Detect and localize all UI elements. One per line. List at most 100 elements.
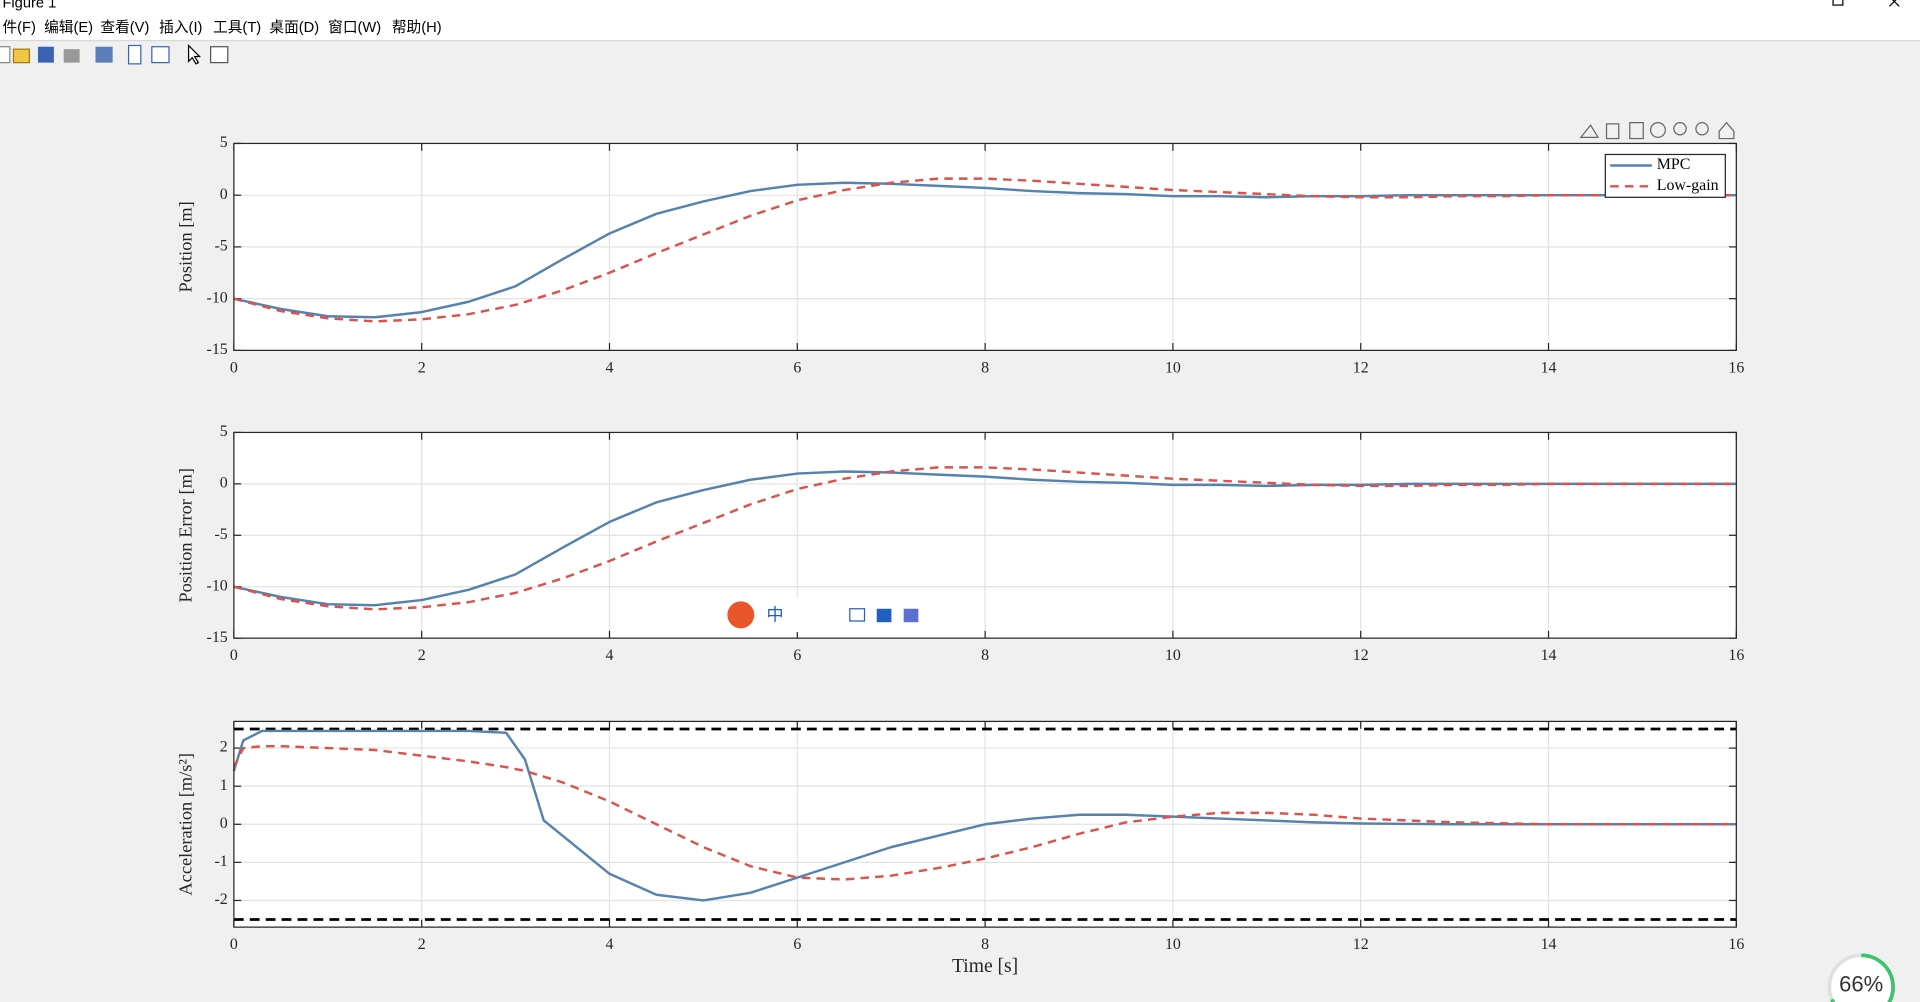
window-title: Figure 1 xyxy=(2,0,56,12)
print-button[interactable] xyxy=(63,49,80,63)
y-axis-label: Position [m] xyxy=(176,201,196,292)
x-tick-label: 12 xyxy=(1353,647,1369,664)
y-tick-label: 5 xyxy=(220,423,228,440)
home-button[interactable] xyxy=(1718,121,1735,140)
x-tick-label: 0 xyxy=(230,359,238,376)
y-tick-label: -2 xyxy=(214,891,227,908)
ime-logo[interactable] xyxy=(727,601,755,629)
y-tick-label: -15 xyxy=(207,629,228,646)
series-line xyxy=(233,177,1737,323)
export-axes-button[interactable] xyxy=(1629,122,1644,140)
status-badge: 66% xyxy=(1827,953,1895,1002)
open-button[interactable] xyxy=(12,48,30,64)
legend-label: MPC xyxy=(1657,156,1691,173)
toolbar xyxy=(0,44,229,65)
x-tick-label: 6 xyxy=(793,359,801,376)
maximize-button[interactable] xyxy=(1832,0,1844,6)
title-bar xyxy=(0,0,1920,17)
x-tick-label: 8 xyxy=(981,647,989,664)
y-tick-label: -5 xyxy=(214,526,227,543)
menu-item[interactable]: 插入(I) xyxy=(159,19,202,36)
close-button[interactable] xyxy=(1888,0,1900,7)
y-axis-label: Acceleration [m/s²] xyxy=(176,753,196,896)
x-tick-label: 16 xyxy=(1728,359,1744,376)
x-tick-label: 4 xyxy=(606,936,614,953)
series-line xyxy=(232,729,1737,902)
y-tick-label: -10 xyxy=(207,289,228,306)
x-tick-label: 14 xyxy=(1541,647,1557,664)
y-tick-label: -1 xyxy=(214,853,227,870)
x-tick-label: 2 xyxy=(418,936,426,953)
legend-box xyxy=(1604,153,1726,198)
menu-bar xyxy=(0,16,1920,41)
menu-item[interactable]: 编辑(E) xyxy=(44,19,93,36)
save-button[interactable] xyxy=(37,46,54,63)
x-axis-label: Time [s] xyxy=(952,956,1018,977)
y-tick-label: 0 xyxy=(220,186,228,203)
data-tip-button[interactable] xyxy=(1579,124,1600,138)
x-tick-label: 2 xyxy=(418,359,426,376)
menu-item[interactable]: 窗口(W) xyxy=(328,18,381,36)
y-tick-label: 0 xyxy=(220,815,228,832)
legend-button[interactable] xyxy=(151,46,170,64)
menu-group: 件(F) 编辑(E) 查看(V) 插入(I) 工具(T) 桌面(D) 窗口(W) 帮助(H) xyxy=(2,18,441,36)
x-tick-label: 2 xyxy=(418,647,426,664)
x-tick-label: 0 xyxy=(230,936,238,953)
x-tick-label: 12 xyxy=(1353,936,1369,953)
ime-skin[interactable] xyxy=(876,608,892,623)
new-button[interactable] xyxy=(0,46,11,64)
property-button[interactable] xyxy=(210,46,229,64)
x-tick-label: 0 xyxy=(230,647,238,664)
brush-button[interactable] xyxy=(1605,123,1620,140)
x-tick-label: 16 xyxy=(1728,936,1744,953)
axes-frame xyxy=(233,142,1737,351)
menu-item[interactable]: 件(F) xyxy=(2,19,35,36)
y-tick-label: 1 xyxy=(220,777,228,794)
x-tick-label: 8 xyxy=(981,936,989,953)
zoom-in-button[interactable] xyxy=(1673,122,1687,136)
x-tick-label: 4 xyxy=(606,359,614,376)
y-tick-label: -5 xyxy=(214,238,227,255)
x-tick-label: 10 xyxy=(1165,936,1181,953)
pan-button[interactable] xyxy=(1650,122,1666,138)
axes-frame xyxy=(233,720,1737,928)
ime-tools[interactable] xyxy=(903,608,919,623)
x-tick-label: 6 xyxy=(793,647,801,664)
series-line xyxy=(232,744,1737,881)
x-tick-label: 8 xyxy=(981,359,989,376)
x-tick-label: 10 xyxy=(1165,647,1181,664)
x-tick-label: 6 xyxy=(793,936,801,953)
ime-mode[interactable]: 中 xyxy=(767,605,784,625)
pointer-button[interactable] xyxy=(187,44,202,65)
series-line xyxy=(233,466,1737,611)
x-tick-label: 16 xyxy=(1728,647,1744,664)
y-tick-label: -10 xyxy=(207,577,228,594)
axes-frame xyxy=(233,431,1737,639)
series-line xyxy=(233,470,1737,607)
menu-item[interactable]: 桌面(D) xyxy=(269,19,319,36)
colorbar-button[interactable] xyxy=(127,44,142,65)
x-tick-label: 14 xyxy=(1541,359,1557,376)
y-tick-label: 2 xyxy=(220,739,228,756)
y-tick-label: 0 xyxy=(220,475,228,492)
ime-toolbar: 中 xyxy=(720,597,926,633)
x-tick-label: 14 xyxy=(1541,936,1557,953)
x-tick-label: 12 xyxy=(1353,359,1369,376)
x-tick-label: 10 xyxy=(1165,359,1181,376)
x-tick-label: 4 xyxy=(606,647,614,664)
y-axis-label: Position Error [m] xyxy=(176,468,196,603)
series-line xyxy=(233,181,1737,319)
menu-item[interactable]: 工具(T) xyxy=(213,20,261,36)
badge-progress xyxy=(1830,953,1895,1002)
export-button[interactable] xyxy=(95,46,113,63)
zoom-out-button[interactable] xyxy=(1695,122,1709,136)
axes-toolbar xyxy=(1579,121,1735,140)
legend-label: Low-gain xyxy=(1657,177,1719,194)
menu-item[interactable]: 帮助(H) xyxy=(392,19,442,36)
ime-keyboard[interactable] xyxy=(849,608,866,622)
menu-item[interactable]: 查看(V) xyxy=(100,19,149,36)
y-tick-label: -15 xyxy=(207,341,228,358)
badge-text: 66% xyxy=(1839,972,1883,997)
